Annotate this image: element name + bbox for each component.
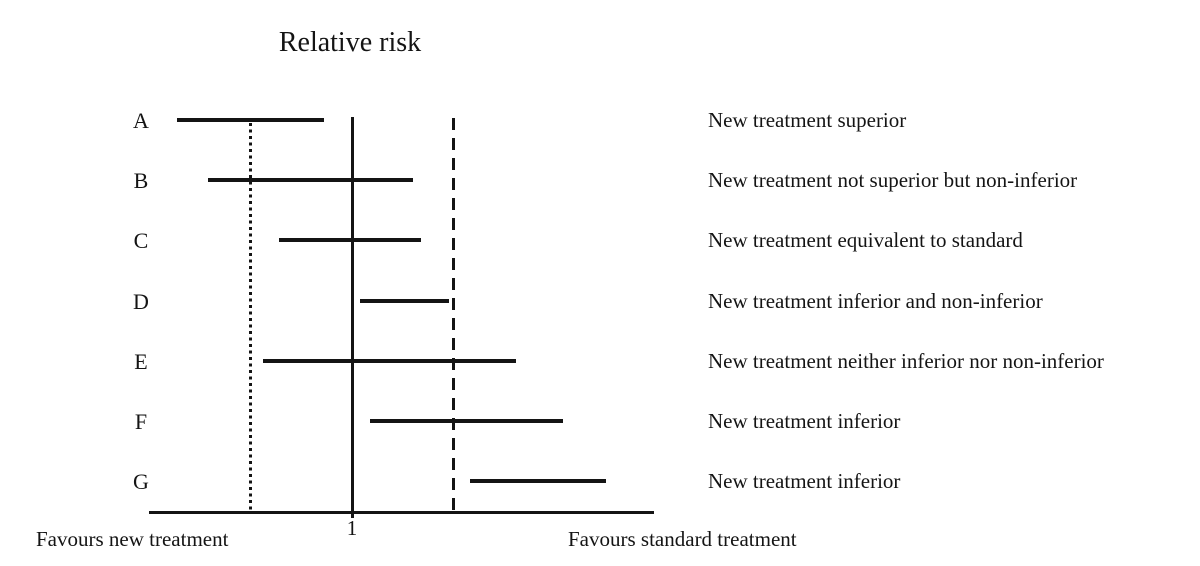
row-letter: G bbox=[133, 469, 149, 495]
ci-bar bbox=[207, 178, 413, 183]
x-axis-tick-label: 1 bbox=[346, 516, 358, 540]
chart-title: Relative risk bbox=[278, 27, 422, 58]
row-description: New treatment inferior bbox=[708, 469, 901, 494]
row-description: New treatment not superior but non-infer… bbox=[708, 168, 1078, 193]
row-letter: B bbox=[133, 168, 149, 194]
row-description: New treatment inferior and non-inferior bbox=[708, 288, 1043, 313]
ci-bar bbox=[469, 479, 606, 484]
favours-new-treatment-label: Favours new treatment bbox=[36, 527, 229, 551]
row-description: New treatment equivalent to standard bbox=[708, 228, 1023, 253]
favours-standard-treatment-label: Favours standard treatment bbox=[568, 527, 797, 551]
row-letter: C bbox=[133, 228, 149, 254]
row-letter: D bbox=[133, 288, 149, 314]
row-letter: F bbox=[134, 408, 148, 434]
row-description: New treatment inferior bbox=[708, 408, 901, 433]
non-inferiority-margin-line bbox=[452, 118, 455, 516]
row-letter: E bbox=[134, 348, 148, 374]
ci-bar bbox=[262, 358, 517, 363]
x-axis-line bbox=[149, 511, 655, 514]
no-effect-line bbox=[350, 117, 354, 518]
row-description: New treatment neither inferior nor non-i… bbox=[708, 348, 1104, 373]
superiority-margin-line bbox=[249, 123, 252, 512]
row-description: New treatment superior bbox=[708, 108, 907, 132]
ci-bar bbox=[360, 298, 450, 303]
ci-bar bbox=[278, 238, 421, 243]
row-letter: A bbox=[133, 108, 149, 133]
ci-bar bbox=[370, 418, 564, 423]
ci-bar bbox=[177, 118, 324, 122]
